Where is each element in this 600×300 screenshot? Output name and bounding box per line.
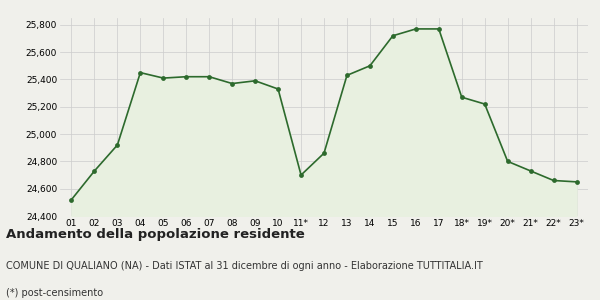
Point	[158, 76, 168, 80]
Point	[205, 74, 214, 79]
Text: Andamento della popolazione residente: Andamento della popolazione residente	[6, 228, 305, 241]
Point	[411, 26, 421, 31]
Point	[503, 159, 512, 164]
Point	[296, 172, 306, 177]
Point	[136, 70, 145, 75]
Point	[67, 197, 76, 202]
Point	[480, 102, 490, 106]
Point	[89, 169, 99, 173]
Point	[526, 169, 535, 173]
Point	[319, 151, 329, 156]
Point	[181, 74, 191, 79]
Text: (*) post-censimento: (*) post-censimento	[6, 288, 103, 298]
Point	[113, 142, 122, 147]
Point	[457, 95, 467, 100]
Text: COMUNE DI QUALIANO (NA) - Dati ISTAT al 31 dicembre di ogni anno - Elaborazione : COMUNE DI QUALIANO (NA) - Dati ISTAT al …	[6, 261, 483, 271]
Point	[227, 81, 237, 86]
Point	[250, 78, 260, 83]
Point	[549, 178, 559, 183]
Point	[572, 179, 581, 184]
Point	[342, 73, 352, 78]
Point	[388, 33, 398, 38]
Point	[434, 26, 443, 31]
Point	[273, 87, 283, 92]
Point	[365, 63, 375, 68]
